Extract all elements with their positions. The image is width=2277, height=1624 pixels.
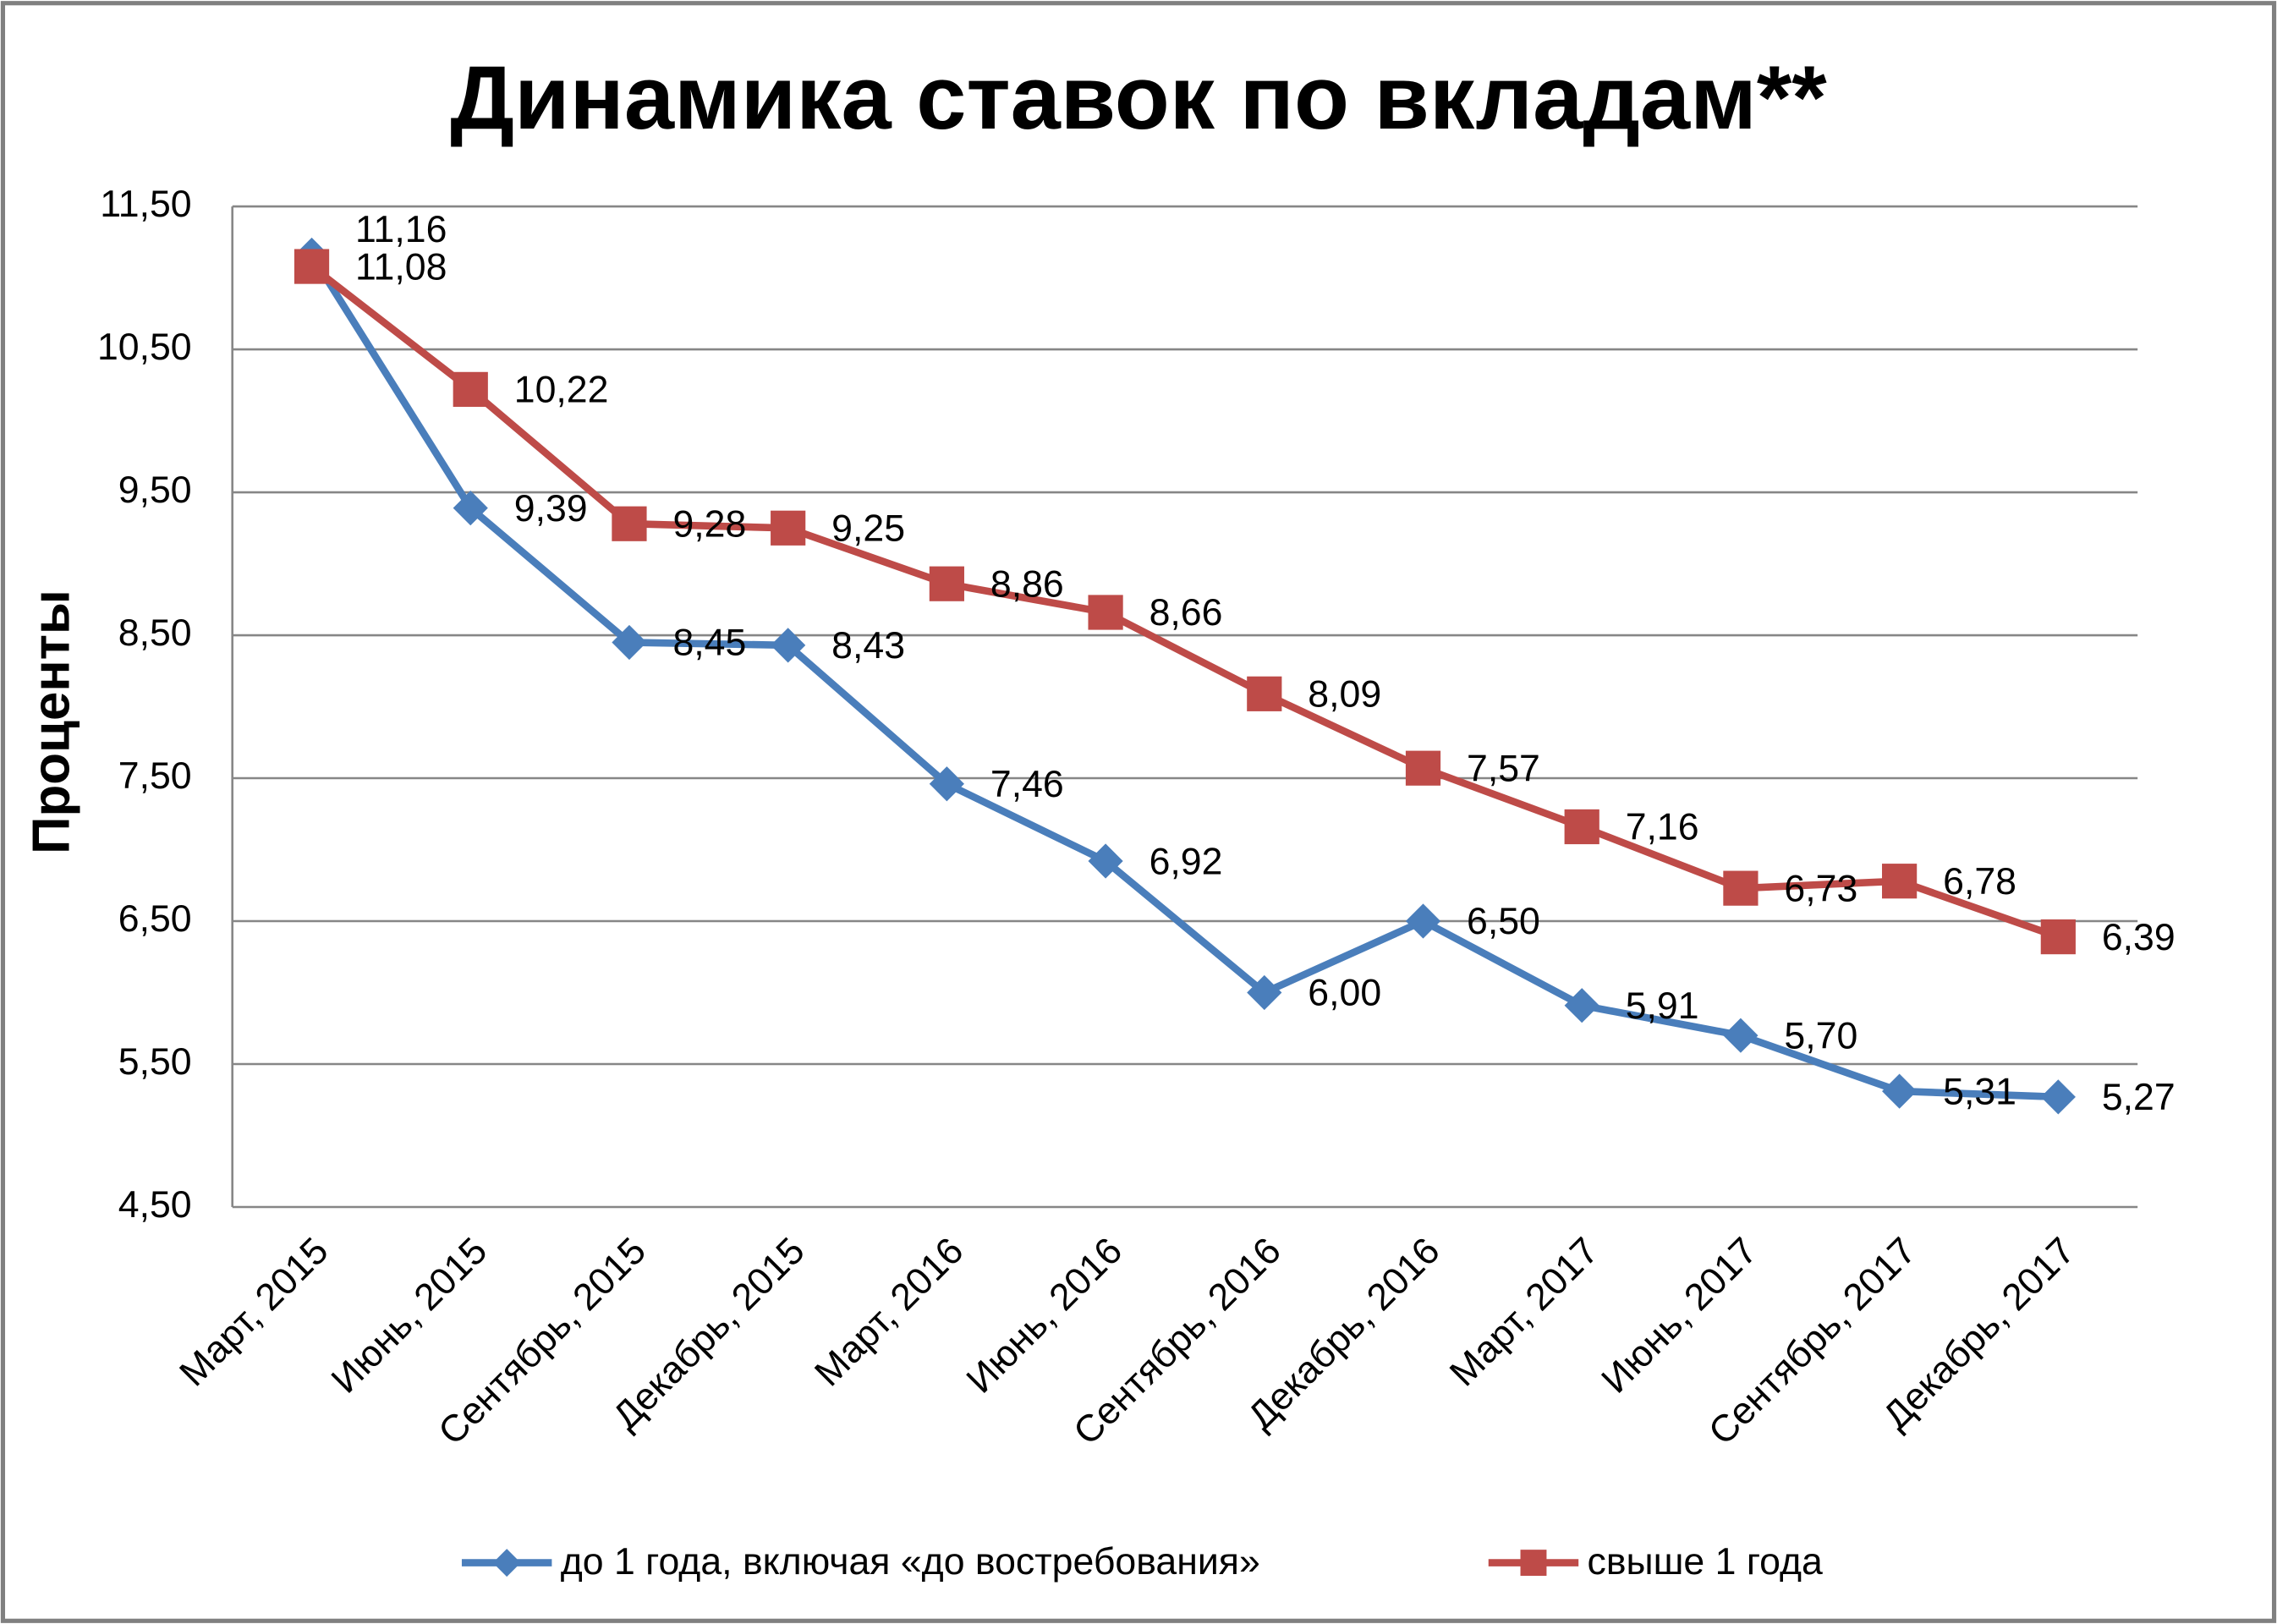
series-line [308, 253, 2059, 1101]
point [1247, 974, 1282, 1011]
data-label: 7,46 [990, 764, 1064, 805]
point [771, 628, 806, 663]
data-label: 9,25 [831, 508, 905, 550]
y-tick-label: 11,50 [100, 184, 191, 225]
data-label: 11,16 [355, 209, 447, 250]
data-label: 6,73 [1784, 868, 1857, 909]
data-label: 8,45 [672, 623, 746, 664]
data-label: 8,86 [990, 563, 1064, 605]
point [453, 491, 488, 526]
point [929, 566, 964, 601]
point [1247, 676, 1282, 711]
point [2040, 1079, 2076, 1115]
data-label: 8,43 [831, 625, 905, 667]
point [1564, 809, 1599, 845]
y-tick-label: 6,50 [118, 898, 192, 940]
point [771, 510, 806, 546]
data-label: 9,28 [672, 503, 746, 545]
data-label: 6,78 [1943, 861, 2016, 903]
point [1405, 750, 1441, 786]
y-tick-label: 4,50 [118, 1184, 192, 1226]
point [1882, 864, 1918, 899]
data-label: 7,16 [1626, 807, 1699, 848]
data-label: 6,00 [1308, 973, 1381, 1014]
y-tick-label: 10,50 [97, 326, 192, 368]
data-label: 9,39 [514, 488, 588, 529]
data-label: 6,50 [1467, 901, 1540, 942]
y-tick-label: 7,50 [118, 755, 192, 797]
point [1088, 843, 1123, 879]
point [1882, 1073, 1918, 1109]
point [1405, 903, 1441, 939]
legend-label: свыше 1 года [1588, 1541, 1823, 1583]
data-label: 5,70 [1784, 1015, 1857, 1056]
legend-label: до 1 года, включая «до востребования» [561, 1541, 1260, 1583]
data-label: 11,08 [355, 246, 447, 288]
data-label: 6,39 [2102, 917, 2175, 958]
point [1723, 1018, 1759, 1053]
point [2040, 919, 2076, 955]
data-label: 5,91 [1626, 985, 1699, 1027]
chart-title: Динамика ставок по вкладам** [450, 47, 1827, 148]
data-label: 5,27 [2102, 1077, 2175, 1118]
point [929, 766, 964, 802]
data-label: 8,66 [1149, 592, 1223, 634]
data-label: 6,92 [1149, 841, 1223, 882]
series-line [309, 263, 2060, 941]
data-label: 7,57 [1467, 748, 1540, 789]
point [612, 506, 647, 541]
data-label: 10,22 [514, 370, 609, 411]
y-axis-title: Проценты [23, 590, 81, 854]
y-tick-label: 5,50 [118, 1041, 192, 1083]
data-label: 8,09 [1308, 674, 1381, 716]
point [453, 371, 488, 407]
point [1564, 988, 1599, 1023]
y-tick-label: 8,50 [118, 612, 192, 654]
y-tick-label: 9,50 [118, 469, 192, 511]
point [1088, 595, 1123, 630]
data-label: 5,31 [1943, 1071, 2016, 1112]
point [612, 624, 647, 661]
point [1723, 870, 1759, 906]
point [294, 249, 330, 284]
legend-marker [1520, 1550, 1547, 1577]
